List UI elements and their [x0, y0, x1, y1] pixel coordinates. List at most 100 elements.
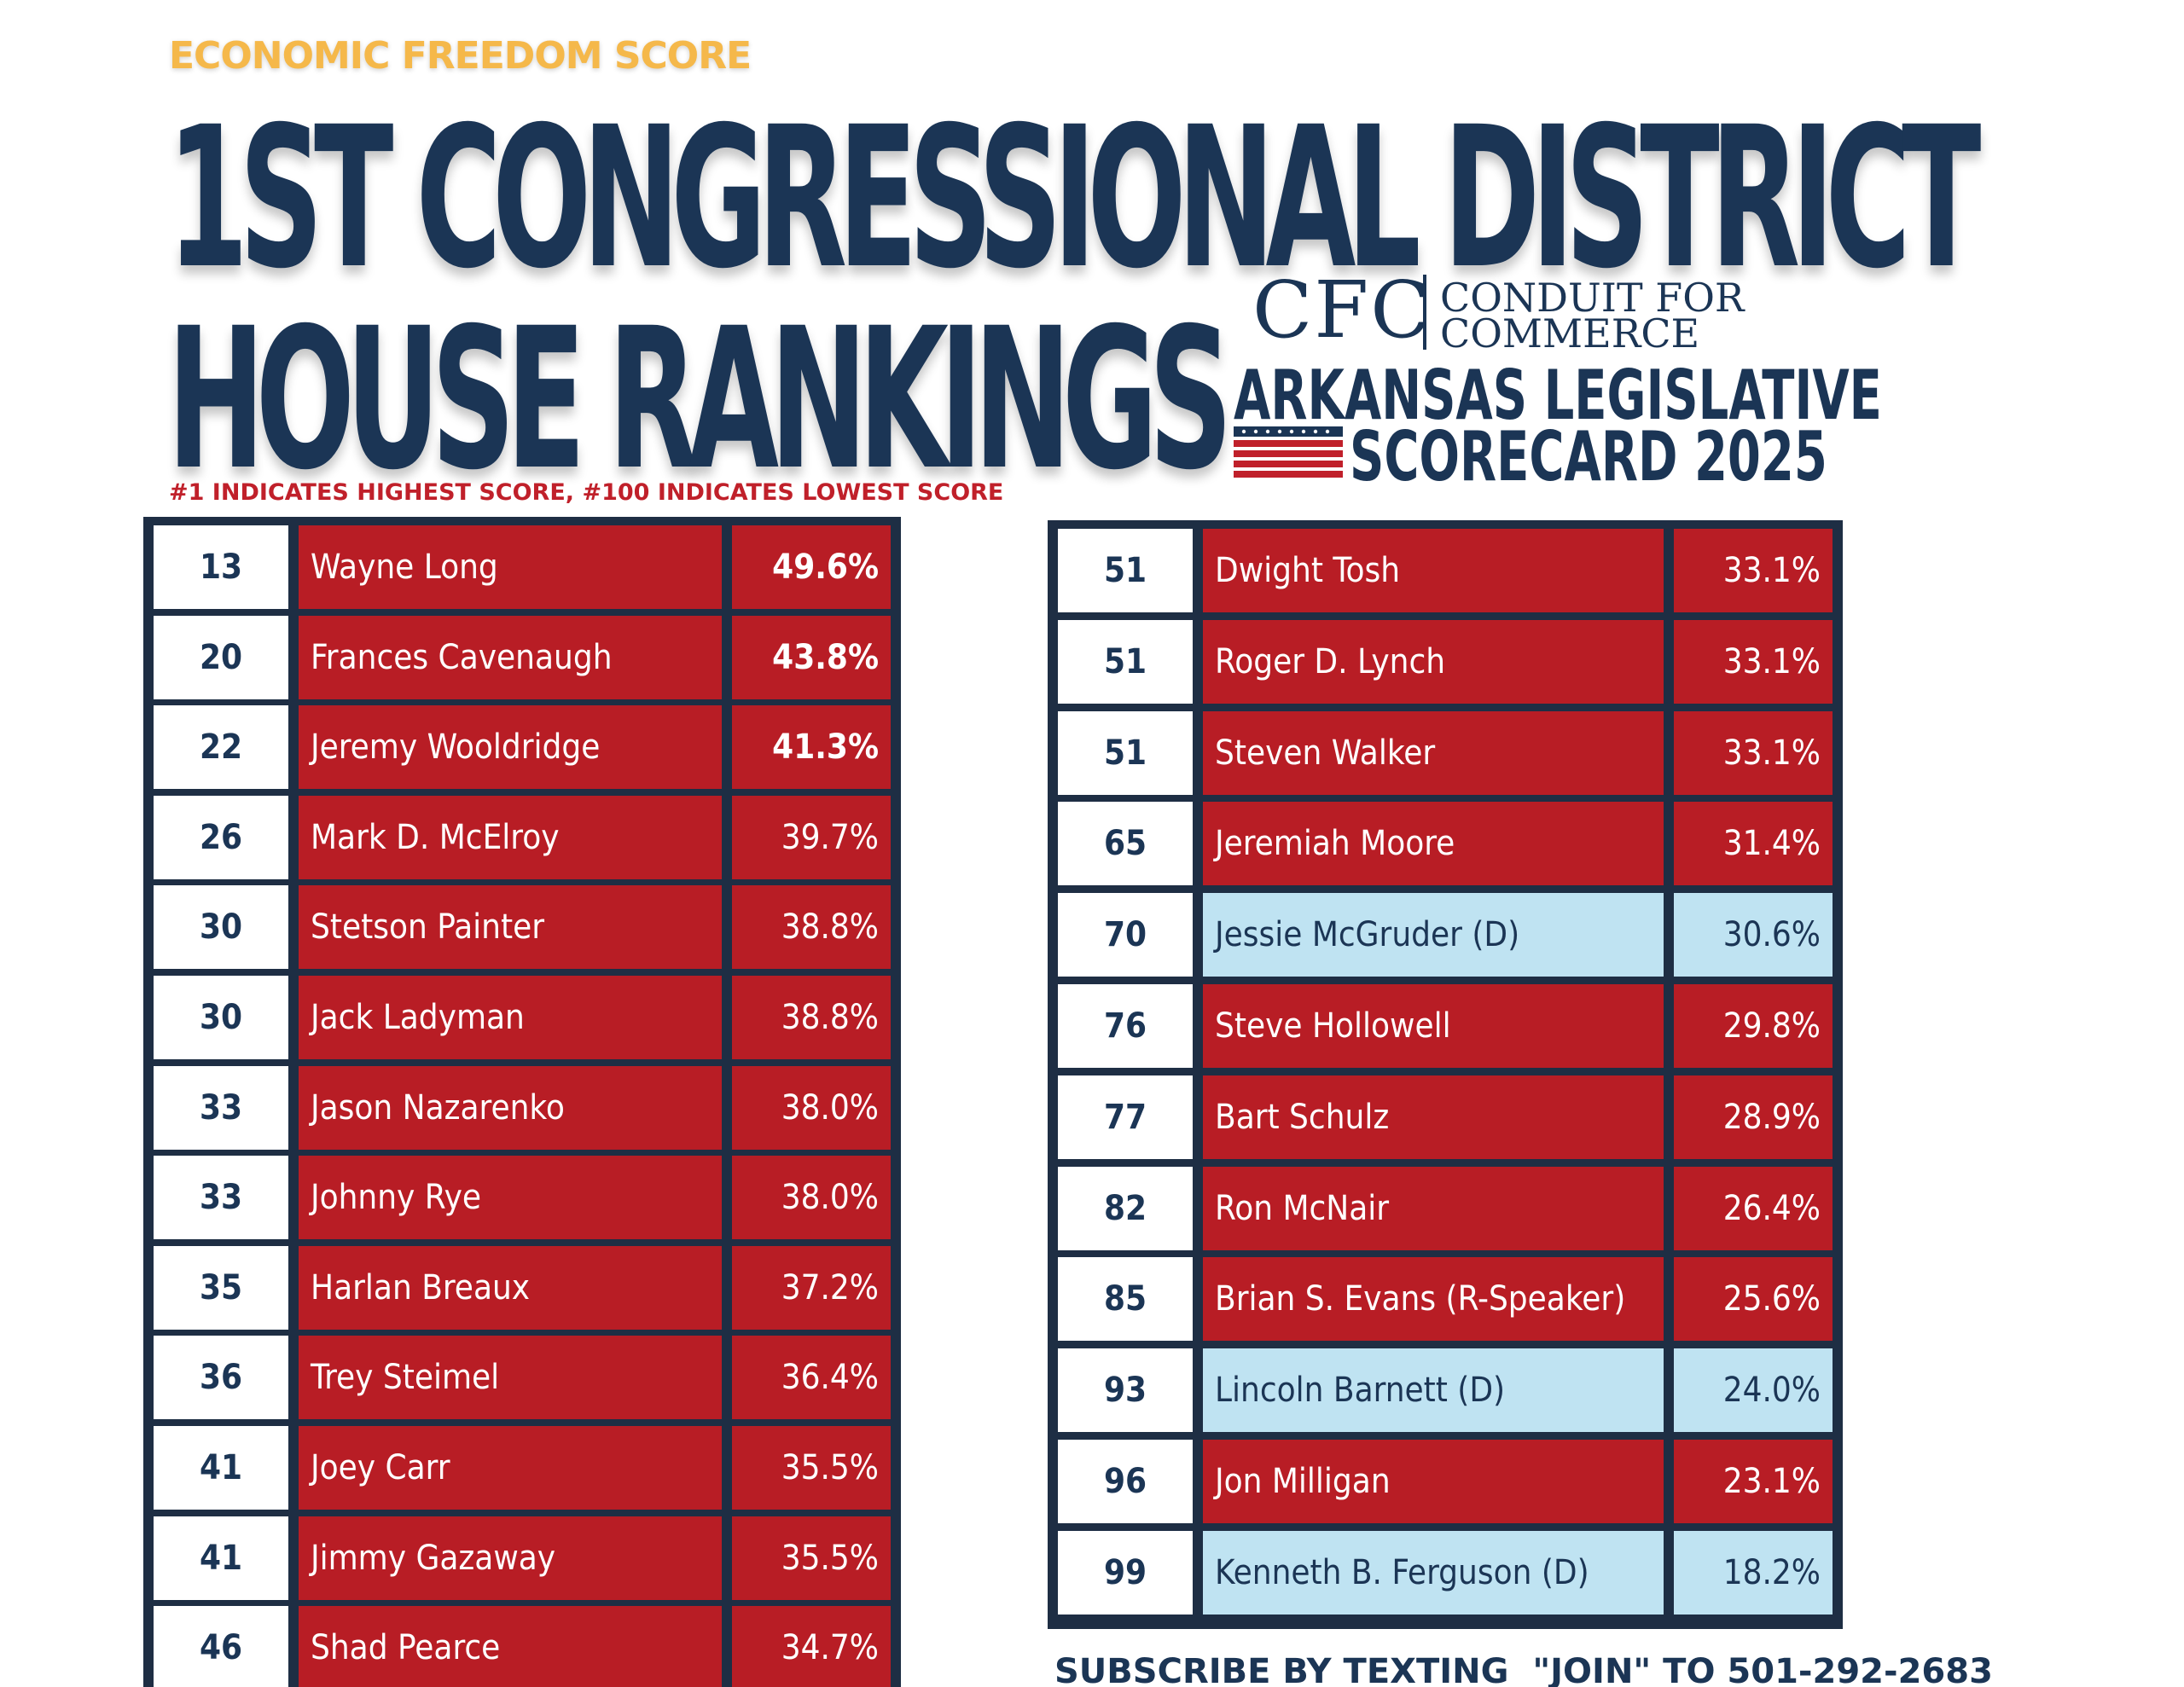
- score-cell: 23.1%: [1674, 1440, 1833, 1523]
- table-row: 13 Wayne Long 49.6%: [154, 525, 891, 609]
- legislator-name-cell: Johnny Rye: [299, 1156, 722, 1240]
- legislator-name-cell: Stetson Painter: [299, 885, 722, 970]
- table-row: 70 Jessie McGruder (D) 30.6%: [1058, 893, 1833, 977]
- table-row: 96 Jon Milligan 23.1%: [1058, 1440, 1833, 1523]
- legislator-name-cell: Wayne Long: [299, 525, 722, 609]
- scorecard-title-line-1: ARKANSAS LEGISLATIVE: [1234, 356, 1882, 435]
- cfc-logo-mark: CFC: [1252, 264, 1432, 356]
- legislator-name-cell: Jeremy Wooldridge: [299, 705, 722, 790]
- rank-cell: 93: [1058, 1348, 1193, 1433]
- table-row: 46 Shad Pearce 34.7%: [154, 1606, 891, 1687]
- legislator-name-cell: Bart Schulz: [1203, 1075, 1664, 1159]
- kicker-label: ECONOMIC FREEDOM SCORE: [169, 34, 752, 78]
- rank-cell: 96: [1058, 1440, 1193, 1523]
- table-row: 99 Kenneth B. Ferguson (D) 18.2%: [1058, 1530, 1833, 1615]
- table-row: 36 Trey Steimel 36.4%: [154, 1336, 891, 1420]
- rank-cell: 41: [154, 1426, 288, 1510]
- score-cell: 34.7%: [732, 1606, 891, 1687]
- table-row: 41 Joey Carr 35.5%: [154, 1426, 891, 1510]
- rank-cell: 30: [154, 885, 288, 970]
- rank-cell: 36: [154, 1336, 288, 1420]
- legislator-name-cell: Steve Hollowell: [1203, 984, 1664, 1068]
- rank-cell: 70: [1058, 893, 1193, 977]
- legislator-name-cell: Ron McNair: [1203, 1166, 1664, 1250]
- rank-cell: 51: [1058, 619, 1193, 704]
- subscribe-footer: SUBSCRIBE BY TEXTING "JOIN" TO 501-292-2…: [1054, 1652, 1993, 1687]
- table-row: 76 Steve Hollowell 29.8%: [1058, 984, 1833, 1068]
- rank-cell: 33: [154, 1065, 288, 1150]
- table-row: 41 Jimmy Gazaway 35.5%: [154, 1516, 891, 1600]
- score-cell: 38.8%: [732, 976, 891, 1059]
- rank-cell: 41: [154, 1516, 288, 1600]
- legislator-name-cell: Jeremiah Moore: [1203, 802, 1664, 886]
- score-cell: 26.4%: [1674, 1166, 1833, 1250]
- legislator-name-cell: Trey Steimel: [299, 1336, 722, 1420]
- score-cell: 37.2%: [732, 1245, 891, 1330]
- table-row: 65 Jeremiah Moore 31.4%: [1058, 802, 1833, 886]
- score-cell: 39.7%: [732, 795, 891, 879]
- table-row: 82 Ron McNair 26.4%: [1058, 1166, 1833, 1250]
- legislator-name-cell: Jimmy Gazaway: [299, 1516, 722, 1600]
- rank-cell: 51: [1058, 529, 1193, 612]
- table-row: 35 Harlan Breaux 37.2%: [154, 1245, 891, 1330]
- score-cell: 31.4%: [1674, 802, 1833, 886]
- legislator-name-cell: Jessie McGruder (D): [1203, 893, 1664, 977]
- rank-cell: 33: [154, 1156, 288, 1240]
- table-row: 51 Dwight Tosh 33.1%: [1058, 529, 1833, 612]
- rank-cell: 51: [1058, 710, 1193, 795]
- rank-cell: 13: [154, 525, 288, 609]
- score-cell: 24.0%: [1674, 1348, 1833, 1433]
- rank-cell: 76: [1058, 984, 1193, 1068]
- score-cell: 49.6%: [732, 525, 891, 609]
- rank-cell: 99: [1058, 1530, 1193, 1615]
- legislator-name-cell: Harlan Breaux: [299, 1245, 722, 1330]
- logo-divider: [1423, 275, 1426, 350]
- logo-name-line-1: CONDUIT FOR: [1440, 275, 1745, 321]
- score-cell: 38.0%: [732, 1156, 891, 1240]
- table-row: 30 Stetson Painter 38.8%: [154, 885, 891, 970]
- rank-cell: 82: [1058, 1166, 1193, 1250]
- rank-cell: 20: [154, 615, 288, 699]
- score-cell: 43.8%: [732, 615, 891, 699]
- table-row: 85 Brian S. Evans (R-Speaker) 25.6%: [1058, 1257, 1833, 1342]
- table-row: 93 Lincoln Barnett (D) 24.0%: [1058, 1348, 1833, 1433]
- legislator-name-cell: Frances Cavenaugh: [299, 615, 722, 699]
- score-cell: 38.0%: [732, 1065, 891, 1150]
- rank-cell: 77: [1058, 1075, 1193, 1159]
- score-cell: 28.9%: [1674, 1075, 1833, 1159]
- score-cell: 38.8%: [732, 885, 891, 970]
- scorecard-title-line-2: SCORECARD 2025: [1350, 417, 1827, 496]
- table-row: 20 Frances Cavenaugh 43.8%: [154, 615, 891, 699]
- legislator-name-cell: Kenneth B. Ferguson (D): [1203, 1530, 1664, 1615]
- score-cell: 30.6%: [1674, 893, 1833, 977]
- score-cell: 33.1%: [1674, 619, 1833, 704]
- legislator-name-cell: Jon Milligan: [1203, 1440, 1664, 1523]
- table-row: 33 Jason Nazarenko 38.0%: [154, 1065, 891, 1150]
- legislator-name-cell: Joey Carr: [299, 1426, 722, 1510]
- legislator-name-cell: Lincoln Barnett (D): [1203, 1348, 1664, 1433]
- legislator-name-cell: Jason Nazarenko: [299, 1065, 722, 1150]
- left-rankings-table: 13 Wayne Long 49.6% 20 Frances Cavenaugh 43.8…: [143, 517, 901, 1687]
- rank-cell: 35: [154, 1245, 288, 1330]
- ranking-note: #1 INDICATES HIGHEST SCORE, #100 INDICAT…: [169, 479, 1004, 506]
- table-row: 33 Johnny Rye 38.0%: [154, 1156, 891, 1240]
- score-cell: 18.2%: [1674, 1530, 1833, 1615]
- table-row: 26 Mark D. McElroy 39.7%: [154, 795, 891, 879]
- table-row: 77 Bart Schulz 28.9%: [1058, 1075, 1833, 1159]
- table-row: 22 Jeremy Wooldridge 41.3%: [154, 705, 891, 790]
- score-cell: 25.6%: [1674, 1257, 1833, 1342]
- rank-cell: 65: [1058, 802, 1193, 886]
- legislator-name-cell: Steven Walker: [1203, 710, 1664, 795]
- legislator-name-cell: Jack Ladyman: [299, 976, 722, 1059]
- score-cell: 35.5%: [732, 1426, 891, 1510]
- score-cell: 33.1%: [1674, 529, 1833, 612]
- legislator-name-cell: Roger D. Lynch: [1203, 619, 1664, 704]
- score-cell: 35.5%: [732, 1516, 891, 1600]
- legislator-name-cell: Shad Pearce: [299, 1606, 722, 1687]
- headline-line-1: 1ST CONGRESSIONAL DISTRICT: [167, 84, 1981, 311]
- rank-cell: 85: [1058, 1257, 1193, 1342]
- legislator-name-cell: Brian S. Evans (R-Speaker): [1203, 1257, 1664, 1342]
- table-row: 51 Roger D. Lynch 33.1%: [1058, 619, 1833, 704]
- score-cell: 29.8%: [1674, 984, 1833, 1068]
